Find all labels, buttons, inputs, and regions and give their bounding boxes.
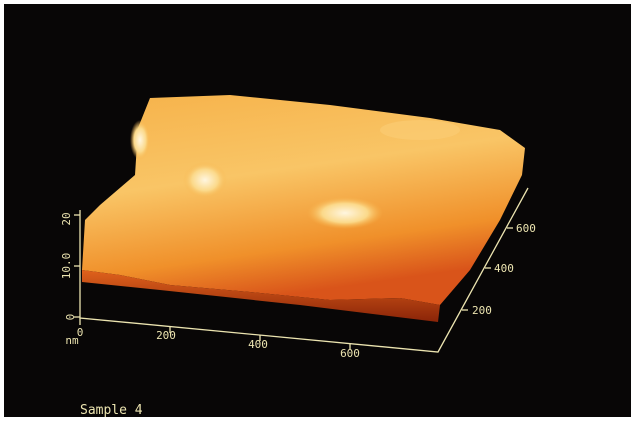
peak [183,162,227,198]
z-tick-label: 10.0 [60,253,73,280]
caption: Sample 4 [80,403,143,418]
y-tick-label: 600 [516,222,536,235]
z-tick-label: 0 [64,314,77,321]
x-tick-label: 600 [340,347,360,360]
peak [130,120,150,160]
afm-image: 0 10.0 20 0 200 400 600 nm 200 400 600 S… [0,0,635,421]
y-tick-label: 400 [494,262,514,275]
x-tick-label: 400 [248,338,268,351]
page: 0 10.0 20 0 200 400 600 nm 200 400 600 S… [0,0,635,421]
y-tick-label: 200 [472,304,492,317]
surface [82,95,525,305]
z-tick-label: 20 [60,212,73,225]
unit-label: nm [65,334,79,347]
peak [307,197,383,229]
x-tick-label: 200 [156,329,176,342]
ridge [380,120,460,140]
